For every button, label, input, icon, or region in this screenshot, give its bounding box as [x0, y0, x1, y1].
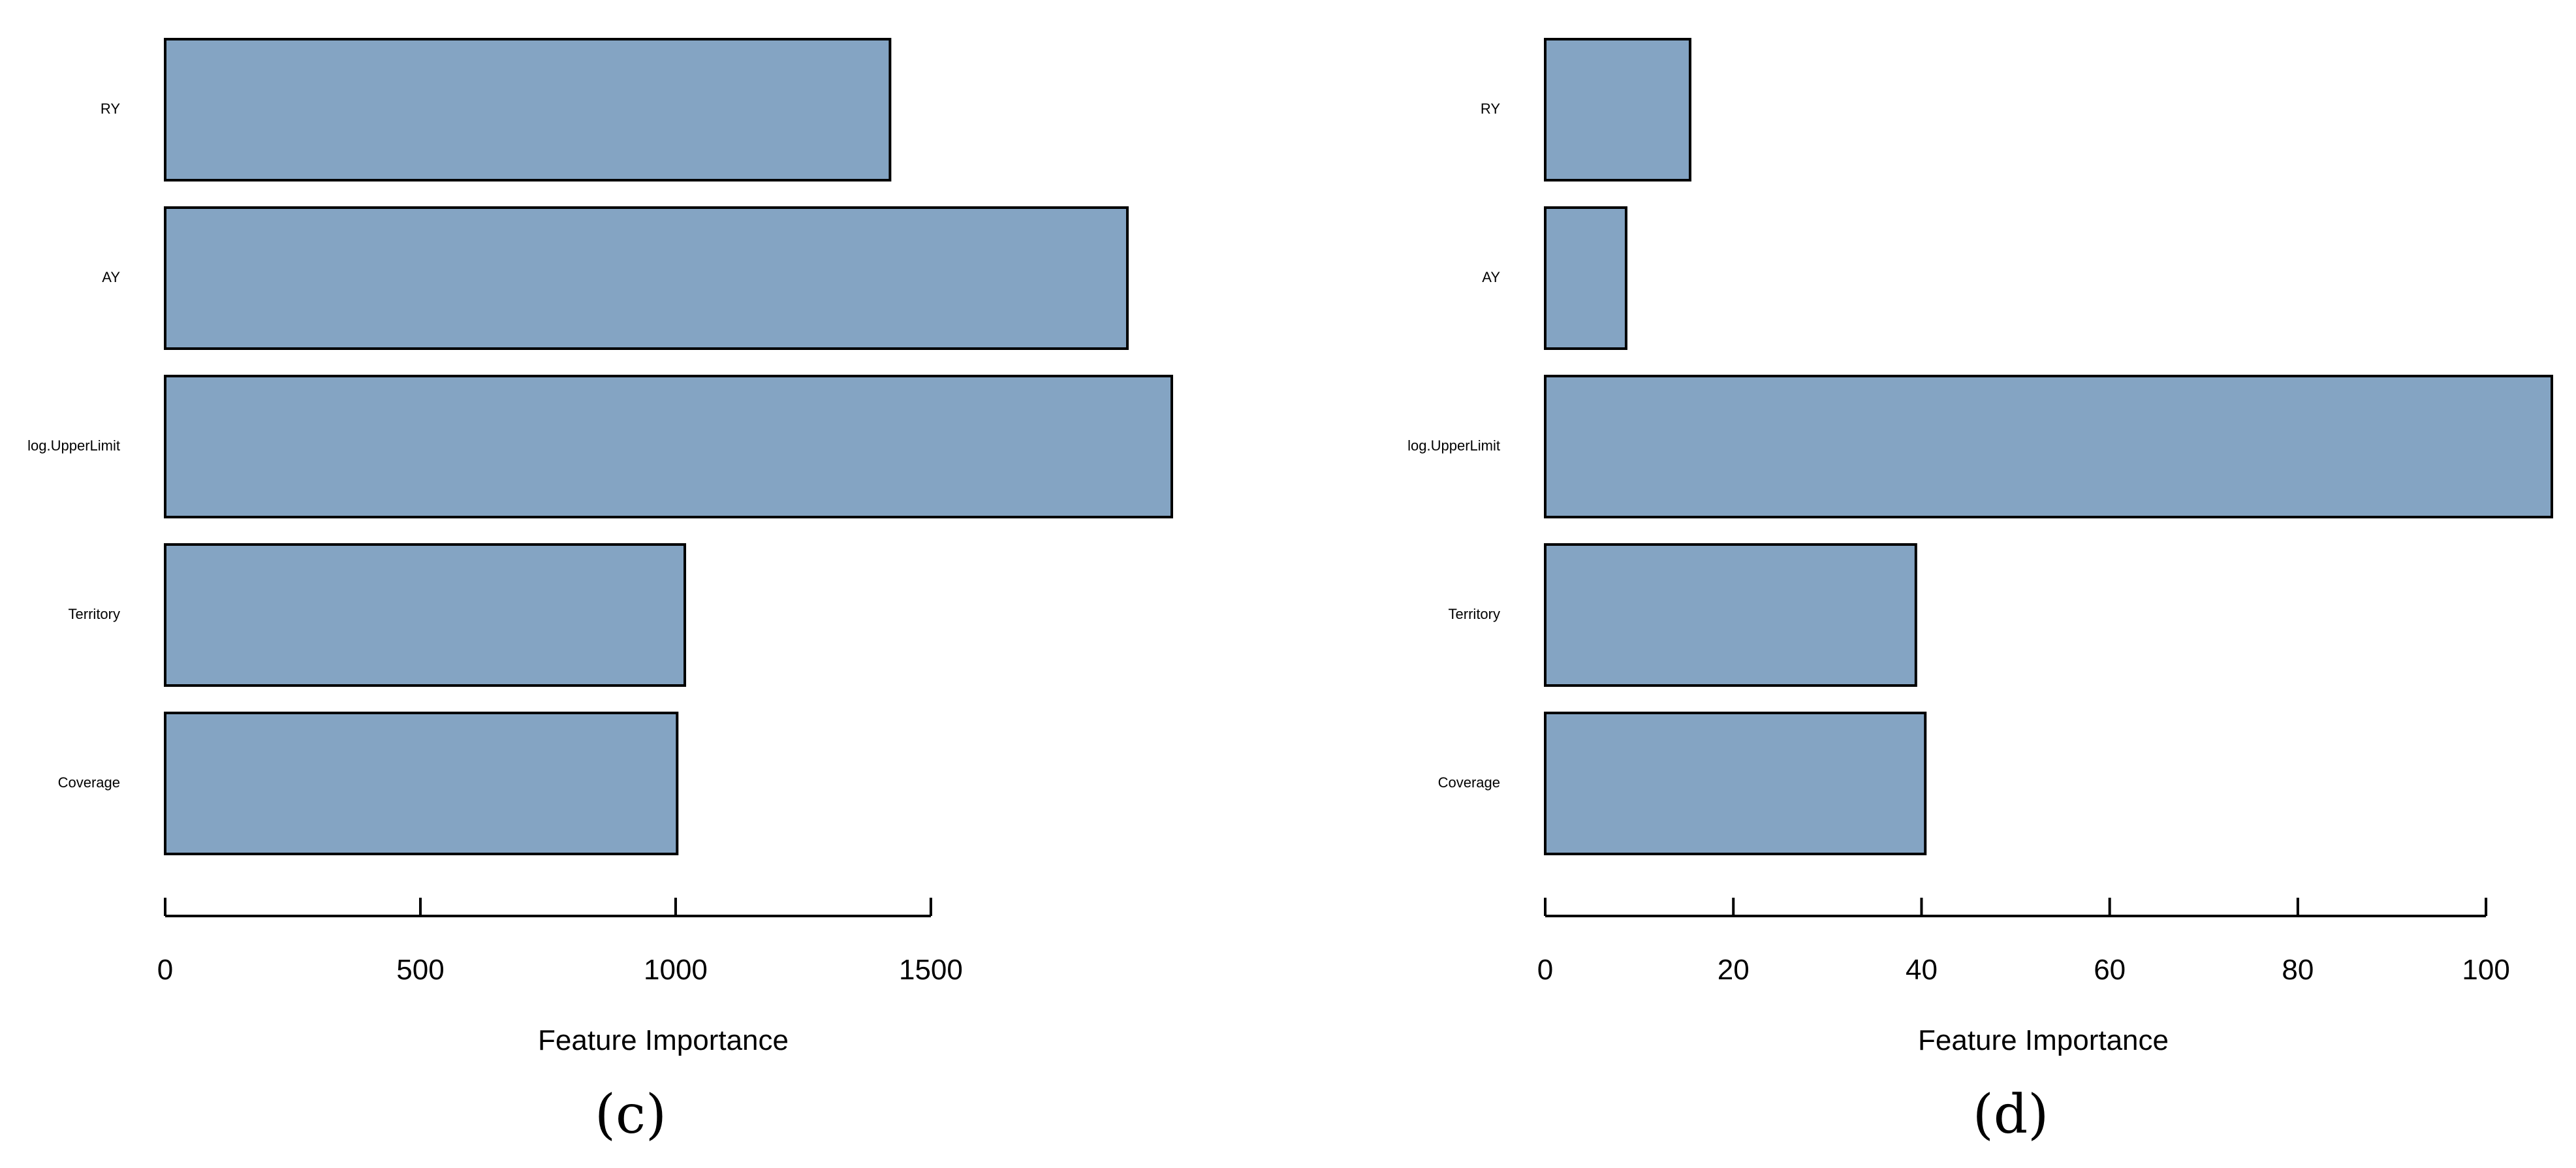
- bar-ry: [164, 38, 892, 182]
- x-tick-label: 40: [1906, 954, 1938, 986]
- x-tick-label: 1000: [644, 954, 708, 986]
- bar-ay: [164, 206, 1129, 350]
- category-label: log.UpperLimit: [1407, 437, 1500, 454]
- x-tick-label: 0: [157, 954, 173, 986]
- category-label: log.UpperLimit: [27, 437, 120, 454]
- panel-c-chart: RY AY log.UpperLimit Territory Coverage 0 500 1…: [27, 38, 1173, 1146]
- bar-territory: [164, 543, 687, 687]
- x-tick-label: 20: [1718, 954, 1750, 986]
- x-tick-label: 0: [1537, 954, 1553, 986]
- bar-log-upperlimit: [164, 375, 1173, 518]
- bar-coverage: [164, 712, 679, 855]
- x-axis-title: Feature Importance: [538, 1024, 789, 1056]
- category-label: RY: [1481, 101, 1500, 117]
- category-label: AY: [102, 269, 120, 285]
- panel-label: (d): [1973, 1084, 2049, 1146]
- x-tick-label: 60: [2094, 954, 2126, 986]
- x-axis-title: Feature Importance: [1918, 1024, 2169, 1056]
- category-label: Territory: [1449, 606, 1500, 622]
- bar-coverage: [1544, 712, 1927, 855]
- bar-territory: [1544, 543, 1917, 687]
- category-label: Coverage: [1438, 774, 1500, 791]
- x-tick-label: 100: [2462, 954, 2509, 986]
- category-label: Territory: [69, 606, 120, 622]
- bar-log-upperlimit: [1544, 375, 2553, 518]
- category-label: Coverage: [58, 774, 120, 791]
- x-tick-label: 500: [396, 954, 444, 986]
- category-label: AY: [1482, 269, 1500, 285]
- bar-ay: [1544, 206, 1627, 350]
- bar-ry: [1544, 38, 1691, 182]
- x-tick-label: 1500: [899, 954, 963, 986]
- panel-d-chart: RY AY log.UpperLimit Territory Coverage 0 20 40…: [1407, 38, 2553, 1146]
- category-label: RY: [101, 101, 120, 117]
- panel-label: (c): [595, 1084, 667, 1146]
- x-tick-label: 80: [2282, 954, 2314, 986]
